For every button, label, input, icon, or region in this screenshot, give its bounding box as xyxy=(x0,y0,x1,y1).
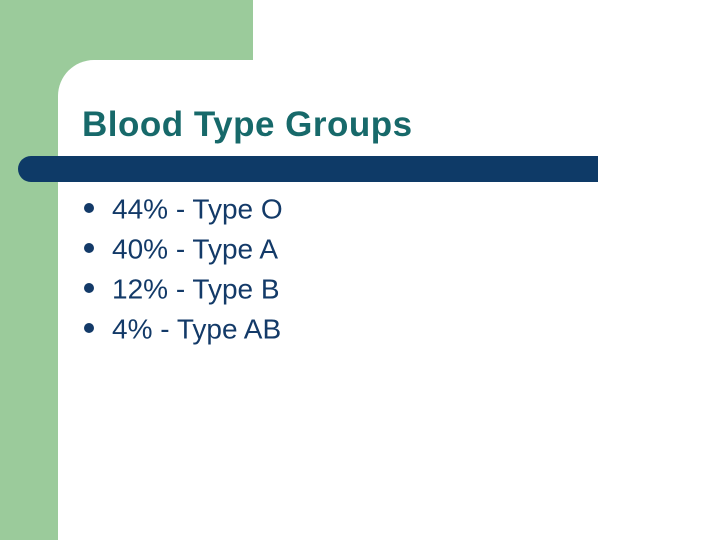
bullet-dot-icon xyxy=(84,283,94,294)
content-panel xyxy=(58,60,720,540)
title-divider-bar xyxy=(18,156,598,182)
slide-title: Blood Type Groups xyxy=(82,105,413,144)
bullet-dot-icon xyxy=(84,243,94,254)
bullet-label: 12% - Type B xyxy=(112,273,280,305)
bullet-item: 44% - Type O xyxy=(84,188,283,228)
bullet-item: 4% - Type AB xyxy=(84,308,283,348)
bullet-list: 44% - Type O 40% - Type A 12% - Type B 4… xyxy=(84,188,283,348)
bullet-item: 40% - Type A xyxy=(84,228,283,268)
bullet-dot-icon xyxy=(84,203,94,214)
bullet-item: 12% - Type B xyxy=(84,268,283,308)
bullet-label: 4% - Type AB xyxy=(112,313,282,345)
bullet-label: 44% - Type O xyxy=(112,193,283,225)
bullet-label: 40% - Type A xyxy=(112,233,279,265)
bullet-dot-icon xyxy=(84,323,94,334)
